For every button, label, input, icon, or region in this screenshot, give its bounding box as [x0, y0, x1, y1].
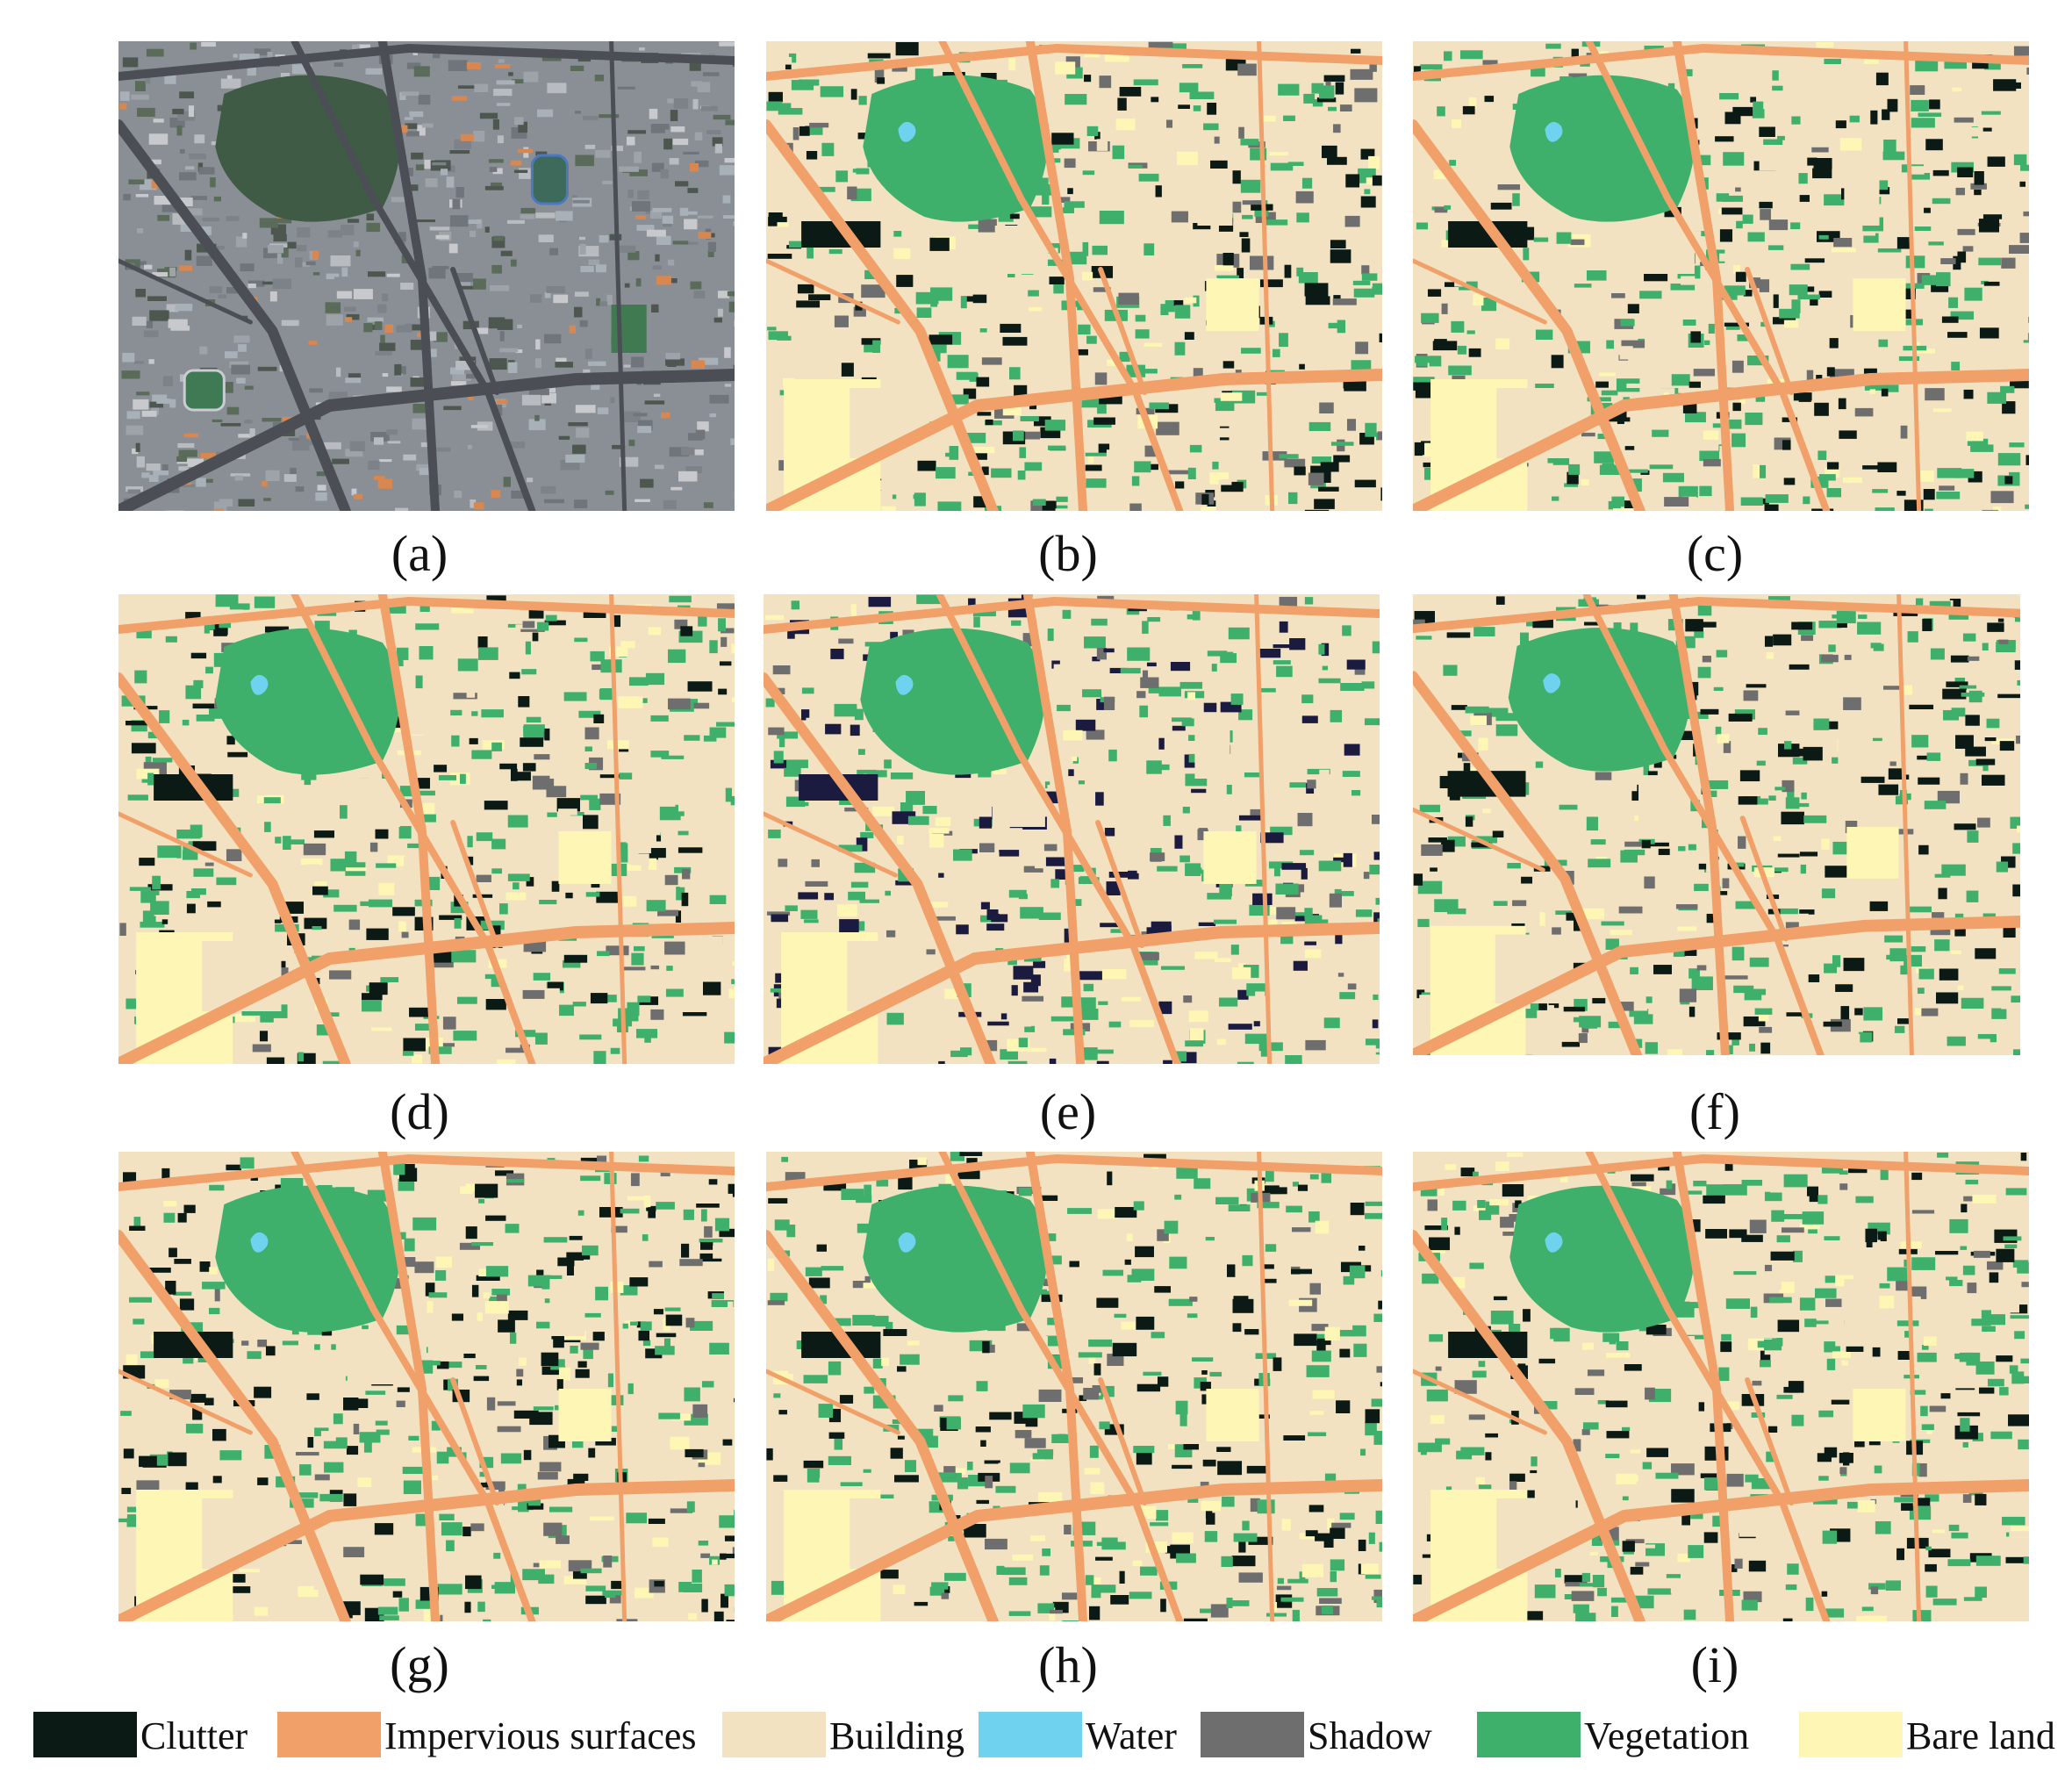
- panel-caption: (a): [391, 525, 448, 582]
- satellite-image: [118, 41, 735, 511]
- legend-label: Vegetation: [1584, 1714, 1750, 1757]
- legend-swatch-water: [979, 1712, 1082, 1757]
- panel-g-classification-map: [118, 1152, 735, 1621]
- classification-map: [1413, 594, 2020, 1055]
- legend-swatch-impervious-surfaces: [277, 1712, 381, 1757]
- panel-h-classification-map: [766, 1152, 1382, 1621]
- legend-label: Clutter: [140, 1714, 248, 1757]
- classification-map: [118, 1152, 735, 1621]
- classification-map: [764, 594, 1380, 1064]
- panel-f-classification-map: [1413, 594, 2020, 1055]
- panel-caption: (e): [1039, 1083, 1097, 1140]
- legend-label: Bare land: [1906, 1714, 2055, 1757]
- legend-label: Water: [1086, 1714, 1177, 1757]
- legend-label: Shadow: [1308, 1714, 1432, 1757]
- legend-label: Building: [829, 1714, 965, 1757]
- legend-swatch-building: [722, 1712, 826, 1757]
- panel-caption: (f): [1689, 1083, 1740, 1140]
- legend-swatch-clutter: [33, 1712, 137, 1757]
- classification-map: [766, 41, 1382, 511]
- panel-c-classification-map: [1413, 41, 2029, 511]
- panel-b-classification-map: [766, 41, 1382, 511]
- panel-e-classification-map: [764, 594, 1380, 1064]
- panel-caption: (c): [1686, 525, 1744, 582]
- panel-caption: (d): [390, 1083, 449, 1140]
- legend-swatch-vegetation: [1477, 1712, 1581, 1757]
- panel-caption: (g): [390, 1636, 449, 1693]
- panel-d-classification-map: [118, 594, 735, 1064]
- classification-map: [1413, 41, 2029, 511]
- legend-swatch-bare-land: [1799, 1712, 1903, 1757]
- panel-caption: (b): [1038, 525, 1098, 582]
- classification-map: [118, 594, 735, 1064]
- legend-label: Impervious surfaces: [384, 1714, 697, 1757]
- panel-i-classification-map: [1413, 1152, 2029, 1621]
- classification-map: [1413, 1152, 2029, 1621]
- panel-a-satellite-image: [118, 41, 735, 511]
- legend-swatch-shadow: [1201, 1712, 1304, 1757]
- legend: Clutter Impervious surfaces Building Wat…: [33, 1710, 2069, 1763]
- panel-caption: (h): [1038, 1636, 1098, 1693]
- classification-map: [766, 1152, 1382, 1621]
- panel-caption: (i): [1690, 1636, 1739, 1693]
